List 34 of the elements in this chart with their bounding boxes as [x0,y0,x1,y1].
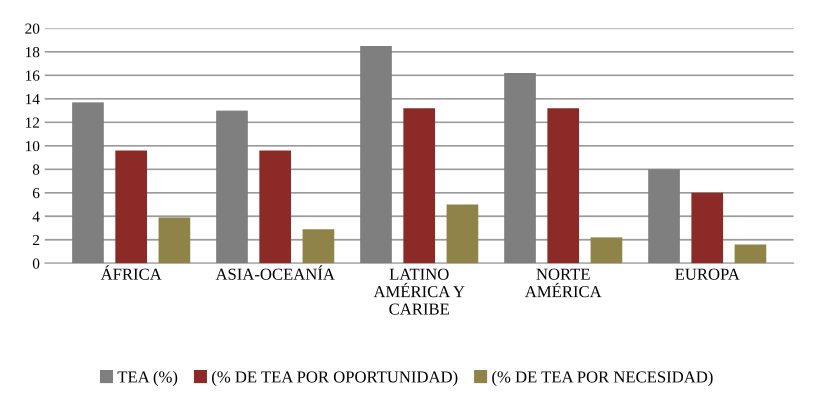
y-tick-label: 2 [32,234,40,246]
y-tick-label: 12 [26,117,40,128]
legend-label: (% DE TEA POR NECESIDAD) [492,370,713,386]
bar [648,169,680,264]
bar [446,204,478,264]
bar [158,217,190,264]
bar [691,192,724,264]
legend-label: TEA (%) [118,370,178,386]
y-tick-label: 16 [26,70,40,81]
bar [734,244,766,264]
bar [72,102,104,264]
y-tick-label: 0 [32,258,40,269]
bar [547,108,580,264]
bar [360,46,392,264]
bar [504,72,536,264]
x-tick-label: ASIA-OCEANÍA [216,265,335,280]
y-tick-label: 6 [32,188,40,198]
y-tick-label: 8 [32,164,40,175]
x-tick-label: EUROPA [675,268,740,280]
bar [302,229,334,264]
y-tick-label: 4 [32,212,40,222]
x-tick-label: NORTE AMÉRICA [524,268,602,298]
bar [590,237,622,264]
bar [403,108,436,264]
bar [259,150,292,264]
legend-label: (% DE TEA POR OPORTUNIDAD) [212,370,458,386]
bar [115,150,148,264]
y-tick-label: 18 [26,46,40,58]
y-tick-label: 10 [26,140,40,152]
x-tick-label: ÁFRICA [100,265,162,280]
bar [216,110,248,264]
y-tick-label: 20 [25,23,40,34]
x-tick-label: LATINO AMÉRICA Y CARIBE [374,268,465,315]
y-tick-label: 14 [26,94,40,104]
